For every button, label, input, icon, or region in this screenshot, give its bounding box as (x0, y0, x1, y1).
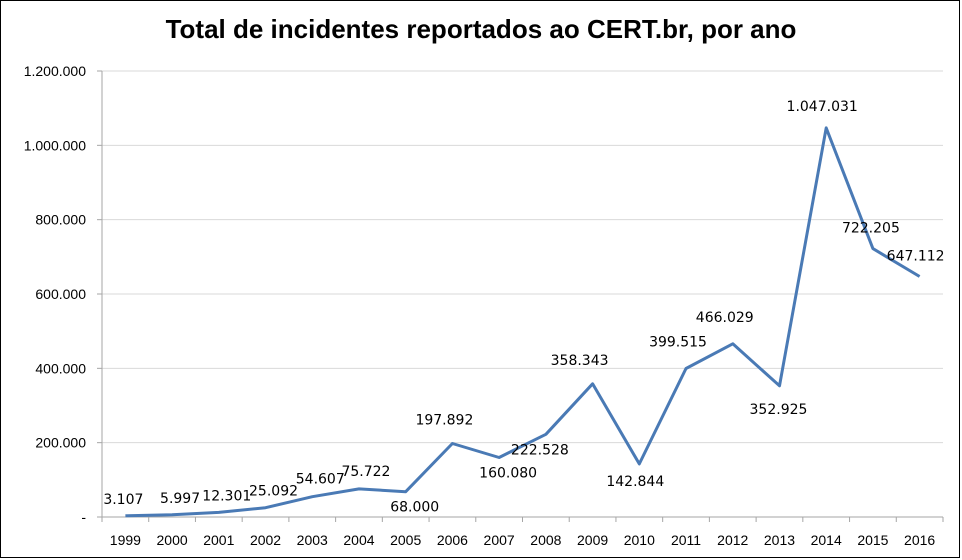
data-label: 5.997 (160, 491, 200, 507)
x-tick-label: 2008 (530, 532, 561, 548)
x-tick-label: 2009 (577, 532, 608, 548)
x-tick-label: 2013 (764, 532, 795, 548)
x-tick-label: 1999 (110, 532, 141, 548)
x-tick-label: 2016 (904, 532, 935, 548)
x-tick-label: 2005 (390, 532, 421, 548)
x-tick-label: 2004 (343, 532, 374, 548)
y-tick-labels: - 200.000 400.000 600.000 800.000 1.000.000 1.… (24, 63, 87, 525)
data-label: 12.301 (202, 488, 251, 504)
data-label: 722.205 (842, 221, 900, 237)
chart-title: Total de incidentes reportados ao CERT.b… (165, 14, 797, 44)
y-tick-label: 400.000 (35, 360, 86, 376)
data-label: 466.029 (696, 310, 754, 326)
x-tick-labels: 1999 2000 2001 2002 2003 2004 2005 2006 2007 2008… (110, 532, 936, 548)
y-tick-label: 800.000 (35, 212, 86, 228)
series-line-path (125, 126, 921, 518)
x-tick-label: 2010 (624, 532, 655, 548)
x-tick-label: 2003 (297, 532, 328, 548)
data-label: 1.047.031 (787, 99, 858, 115)
x-tick-label: 2012 (717, 532, 748, 548)
data-label: 75.722 (341, 464, 390, 480)
x-tick-label: 2002 (250, 532, 281, 548)
x-tick-label: 2015 (857, 532, 888, 548)
axes (97, 70, 944, 522)
x-tick-label: 2001 (203, 532, 234, 548)
data-label: 647.112 (887, 248, 945, 264)
y-tick-label: 600.000 (35, 286, 86, 302)
data-label: 54.607 (296, 472, 345, 488)
data-label: 222.528 (511, 442, 569, 458)
data-label: 160.080 (479, 466, 537, 482)
data-label: 25.092 (249, 484, 298, 500)
gridlines (102, 70, 943, 444)
data-label: 3.107 (103, 492, 143, 508)
data-label: 358.343 (551, 353, 609, 369)
data-label: 197.892 (415, 412, 473, 428)
data-label: 142.844 (606, 474, 664, 490)
x-tick-label: 2000 (157, 532, 188, 548)
y-tick-label: 1.200.000 (24, 63, 86, 79)
data-label: 399.515 (649, 335, 707, 351)
y-tick-label: 1.000.000 (24, 137, 86, 153)
series-line (125, 126, 921, 518)
x-tick-label: 2007 (484, 532, 515, 548)
x-tick-label: 2006 (437, 532, 468, 548)
y-tick-label: - (81, 509, 86, 525)
data-label: 352.925 (750, 402, 808, 418)
y-tick-label: 200.000 (35, 435, 86, 451)
data-label: 68.000 (390, 500, 439, 516)
x-tick-label: 2014 (811, 532, 842, 548)
x-tick-label: 2011 (671, 532, 701, 548)
